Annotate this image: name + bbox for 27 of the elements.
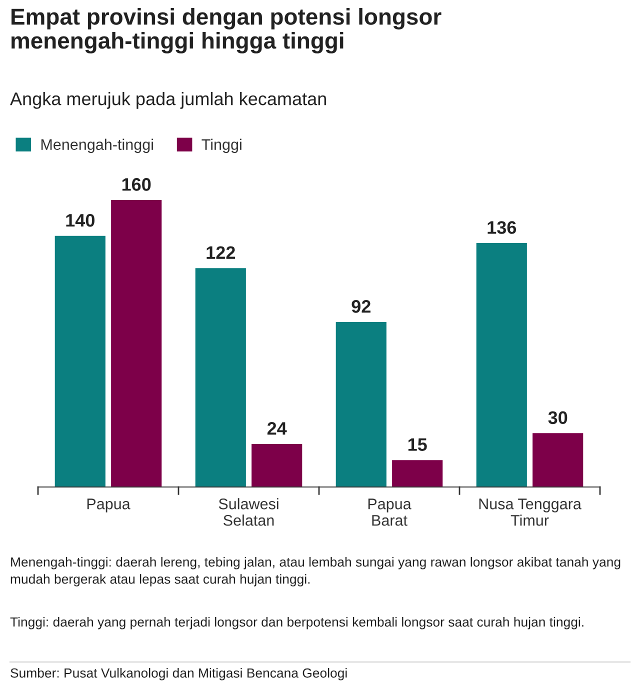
data-label: 136 [488, 221, 516, 234]
data-label: 92 [352, 300, 370, 313]
x-tick-label: Papua Barat [368, 498, 412, 526]
x-tick-label: Sulawesi Selatan [218, 498, 278, 526]
data-label: 122 [206, 246, 235, 259]
bar [476, 243, 527, 487]
bar [532, 433, 584, 487]
data-label: 15 [408, 438, 427, 451]
x-tick-label: Papua [87, 498, 130, 512]
bar [252, 444, 302, 487]
chart-title: Empat provinsi dengan potensi longsor menengah-tinggi hingga tinggi [12, 8, 442, 54]
text: Tinggi: daerah yang pernah terjadi longsor dan berpotensi kembali longsor saat curah hujan tinggi. [10, 617, 584, 630]
bar [111, 200, 162, 487]
data-label: 140 [66, 214, 94, 227]
legend-label: Menengah-tinggi [41, 138, 153, 153]
x-tick-label: Nusa Tenggara Timur [479, 498, 582, 526]
legend-label: Tinggi [202, 138, 242, 153]
data-label: 24 [267, 422, 287, 435]
text: Sumber: Pusat Vulkanologi dan Mitigasi Bencana Geologi [10, 668, 347, 680]
data-label: 30 [548, 411, 568, 424]
data-label: 160 [122, 178, 151, 191]
bar [54, 236, 106, 487]
chart-subtitle: Angka merujuk pada jumlah kecamatan [10, 92, 326, 109]
text: Menengah-tinggi: daerah lereng, tebing jalan, atau lembah sungai yang rawan longsor akibat tanah yang mudah bergerak atau lepas saat curah hujan tinggi. [10, 557, 620, 586]
bar [336, 322, 386, 487]
bar [392, 460, 443, 487]
bar [195, 268, 246, 487]
